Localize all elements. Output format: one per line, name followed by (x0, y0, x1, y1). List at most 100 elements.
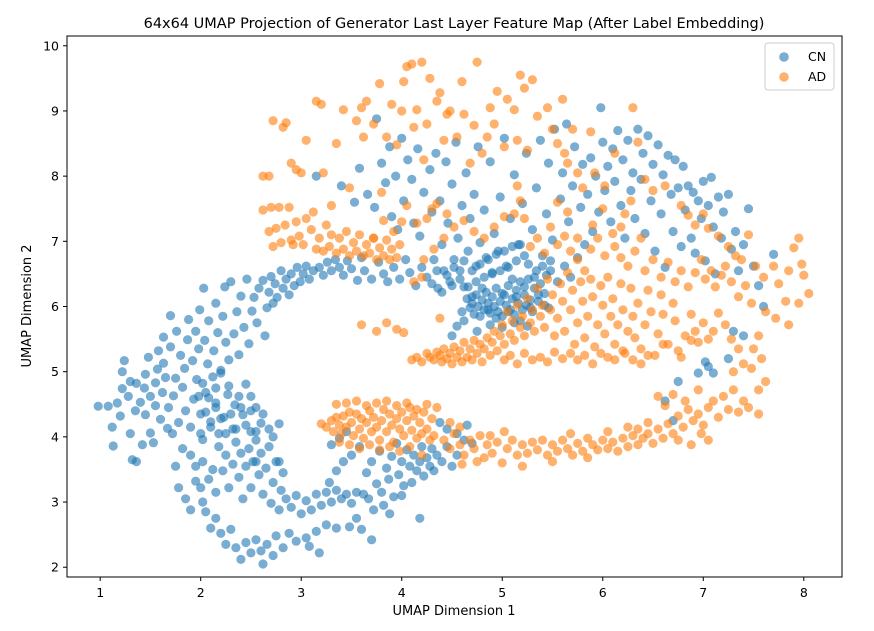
point-cn (638, 148, 648, 158)
point-ad (452, 132, 462, 142)
point-cn (198, 497, 208, 507)
point-cn (676, 241, 686, 252)
point-ad (774, 279, 784, 289)
point-cn (331, 485, 341, 495)
point-ad (422, 213, 432, 224)
point-cn (274, 419, 284, 429)
point-cn (216, 528, 226, 538)
point-cn (152, 364, 163, 374)
point-ad (402, 416, 412, 426)
point-cn (499, 133, 509, 143)
point-ad (499, 427, 509, 437)
point-ad (759, 272, 769, 282)
point-ad (351, 246, 362, 256)
point-ad (573, 255, 583, 265)
point-ad (268, 116, 278, 126)
point-cn (226, 524, 236, 535)
point-cn (395, 274, 405, 284)
point-ad (628, 103, 638, 113)
point-cn (452, 321, 462, 331)
point-cn (241, 420, 251, 430)
point-ad (286, 158, 296, 168)
point-ad (308, 207, 318, 217)
point-ad (328, 427, 338, 437)
point-ad (321, 422, 331, 432)
point-cn (387, 451, 397, 461)
point-ad (395, 424, 405, 434)
point-cn (364, 494, 374, 504)
point-cn (264, 442, 274, 452)
point-cn (125, 429, 135, 439)
point-cn (738, 331, 749, 341)
point-ad (703, 223, 713, 233)
point-cn (485, 157, 495, 167)
point-ad (558, 296, 568, 306)
point-ad (804, 288, 814, 299)
point-ad (527, 355, 538, 365)
point-ad (653, 391, 663, 401)
point-ad (660, 181, 670, 191)
point-cn (503, 281, 513, 291)
point-ad (321, 220, 331, 230)
point-cn (487, 292, 497, 302)
point-cn (123, 391, 133, 401)
point-ad (650, 350, 660, 360)
point-cn (367, 274, 377, 284)
point-ad (449, 222, 459, 232)
point-ad (797, 259, 807, 269)
point-ad (542, 357, 553, 367)
point-cn (281, 494, 291, 504)
point-ad (379, 215, 389, 226)
point-ad (596, 281, 606, 291)
point-cn (558, 168, 568, 178)
point-ad (718, 391, 729, 401)
point-ad (713, 308, 724, 318)
point-ad (586, 244, 596, 254)
point-cn (487, 268, 497, 278)
point-ad (499, 212, 509, 222)
point-ad (407, 355, 417, 365)
point-cn (236, 402, 246, 413)
point-ad (547, 457, 558, 467)
point-ad (696, 255, 706, 265)
point-ad (432, 347, 442, 357)
x-tick-label: 6 (599, 585, 607, 600)
point-ad (288, 240, 298, 250)
point-cn (586, 153, 596, 163)
point-ad (547, 290, 558, 300)
point-cn (457, 200, 467, 211)
point-cn (570, 142, 580, 152)
point-ad (439, 233, 449, 243)
point-cn (441, 157, 451, 167)
point-cn (700, 357, 710, 367)
point-ad (708, 326, 718, 336)
point-ad (578, 446, 588, 456)
point-cn (723, 189, 734, 199)
point-cn (495, 192, 505, 202)
point-cn (338, 270, 348, 280)
point-ad (726, 277, 737, 287)
point-ad (535, 311, 546, 321)
point-cn (769, 249, 779, 259)
point-ad (382, 235, 392, 245)
point-cn (266, 271, 276, 282)
point-cn (397, 490, 407, 501)
point-ad (603, 272, 613, 282)
point-ad (566, 348, 576, 358)
point-ad (598, 300, 608, 310)
point-ad (336, 429, 346, 439)
point-ad (316, 99, 326, 109)
point-cn (231, 424, 241, 434)
point-cn (171, 373, 181, 383)
point-cn (306, 505, 316, 515)
point-cn (693, 196, 703, 206)
point-ad (298, 240, 308, 250)
point-cn (336, 181, 346, 191)
point-cn (256, 448, 266, 458)
point-ad (348, 431, 359, 441)
point-ad (690, 268, 700, 278)
point-cn (385, 142, 395, 152)
point-cn (286, 502, 296, 512)
point-cn (292, 262, 302, 272)
point-ad (542, 103, 553, 113)
